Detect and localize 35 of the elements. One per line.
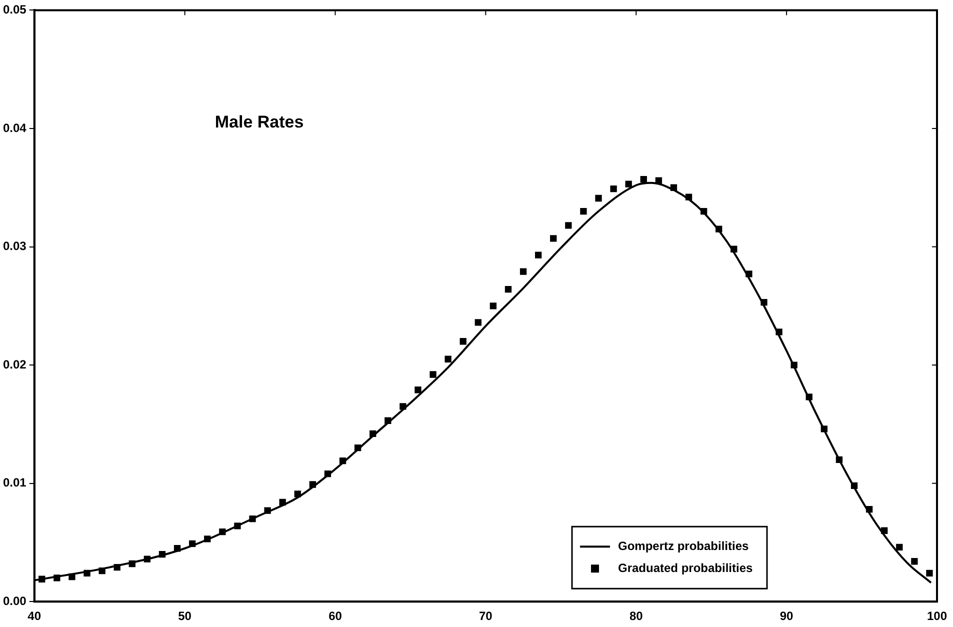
- point: [610, 185, 617, 192]
- x-tick-label: 90: [780, 609, 794, 624]
- point: [504, 286, 512, 293]
- legend-label: Graduated probabilities: [618, 560, 754, 575]
- x-tick-label: 60: [328, 609, 342, 624]
- point: [926, 570, 933, 577]
- point: [565, 222, 572, 229]
- point: [460, 338, 466, 345]
- x-tick-label: 40: [28, 609, 42, 624]
- x-tick-label: 100: [926, 609, 948, 624]
- annotation: Male Rates: [214, 112, 304, 132]
- point: [640, 176, 647, 183]
- point: [490, 302, 497, 310]
- point: [550, 235, 557, 242]
- legend-label: Gompertz probabilities: [618, 538, 750, 553]
- y-tick-label: 0.04: [2, 120, 27, 135]
- point: [430, 371, 436, 378]
- x-tick-label: 70: [479, 609, 493, 624]
- point: [625, 180, 632, 188]
- point: [911, 558, 918, 565]
- point: [595, 194, 602, 202]
- point: [896, 544, 903, 551]
- point: [520, 268, 527, 275]
- x-tick-label: 80: [629, 609, 644, 624]
- point: [535, 252, 542, 258]
- y-tick-label: 0.02: [2, 357, 27, 372]
- y-tick-label: 0.05: [2, 2, 27, 17]
- point: [580, 208, 587, 215]
- point: [474, 319, 482, 326]
- point: [414, 386, 422, 394]
- y-tick-label: 0.01: [2, 476, 27, 490]
- x-tick-label: 50: [178, 609, 192, 624]
- y-tick-label: 0.03: [2, 239, 27, 254]
- y-tick-label: 0.00: [2, 594, 27, 608]
- point: [444, 356, 452, 362]
